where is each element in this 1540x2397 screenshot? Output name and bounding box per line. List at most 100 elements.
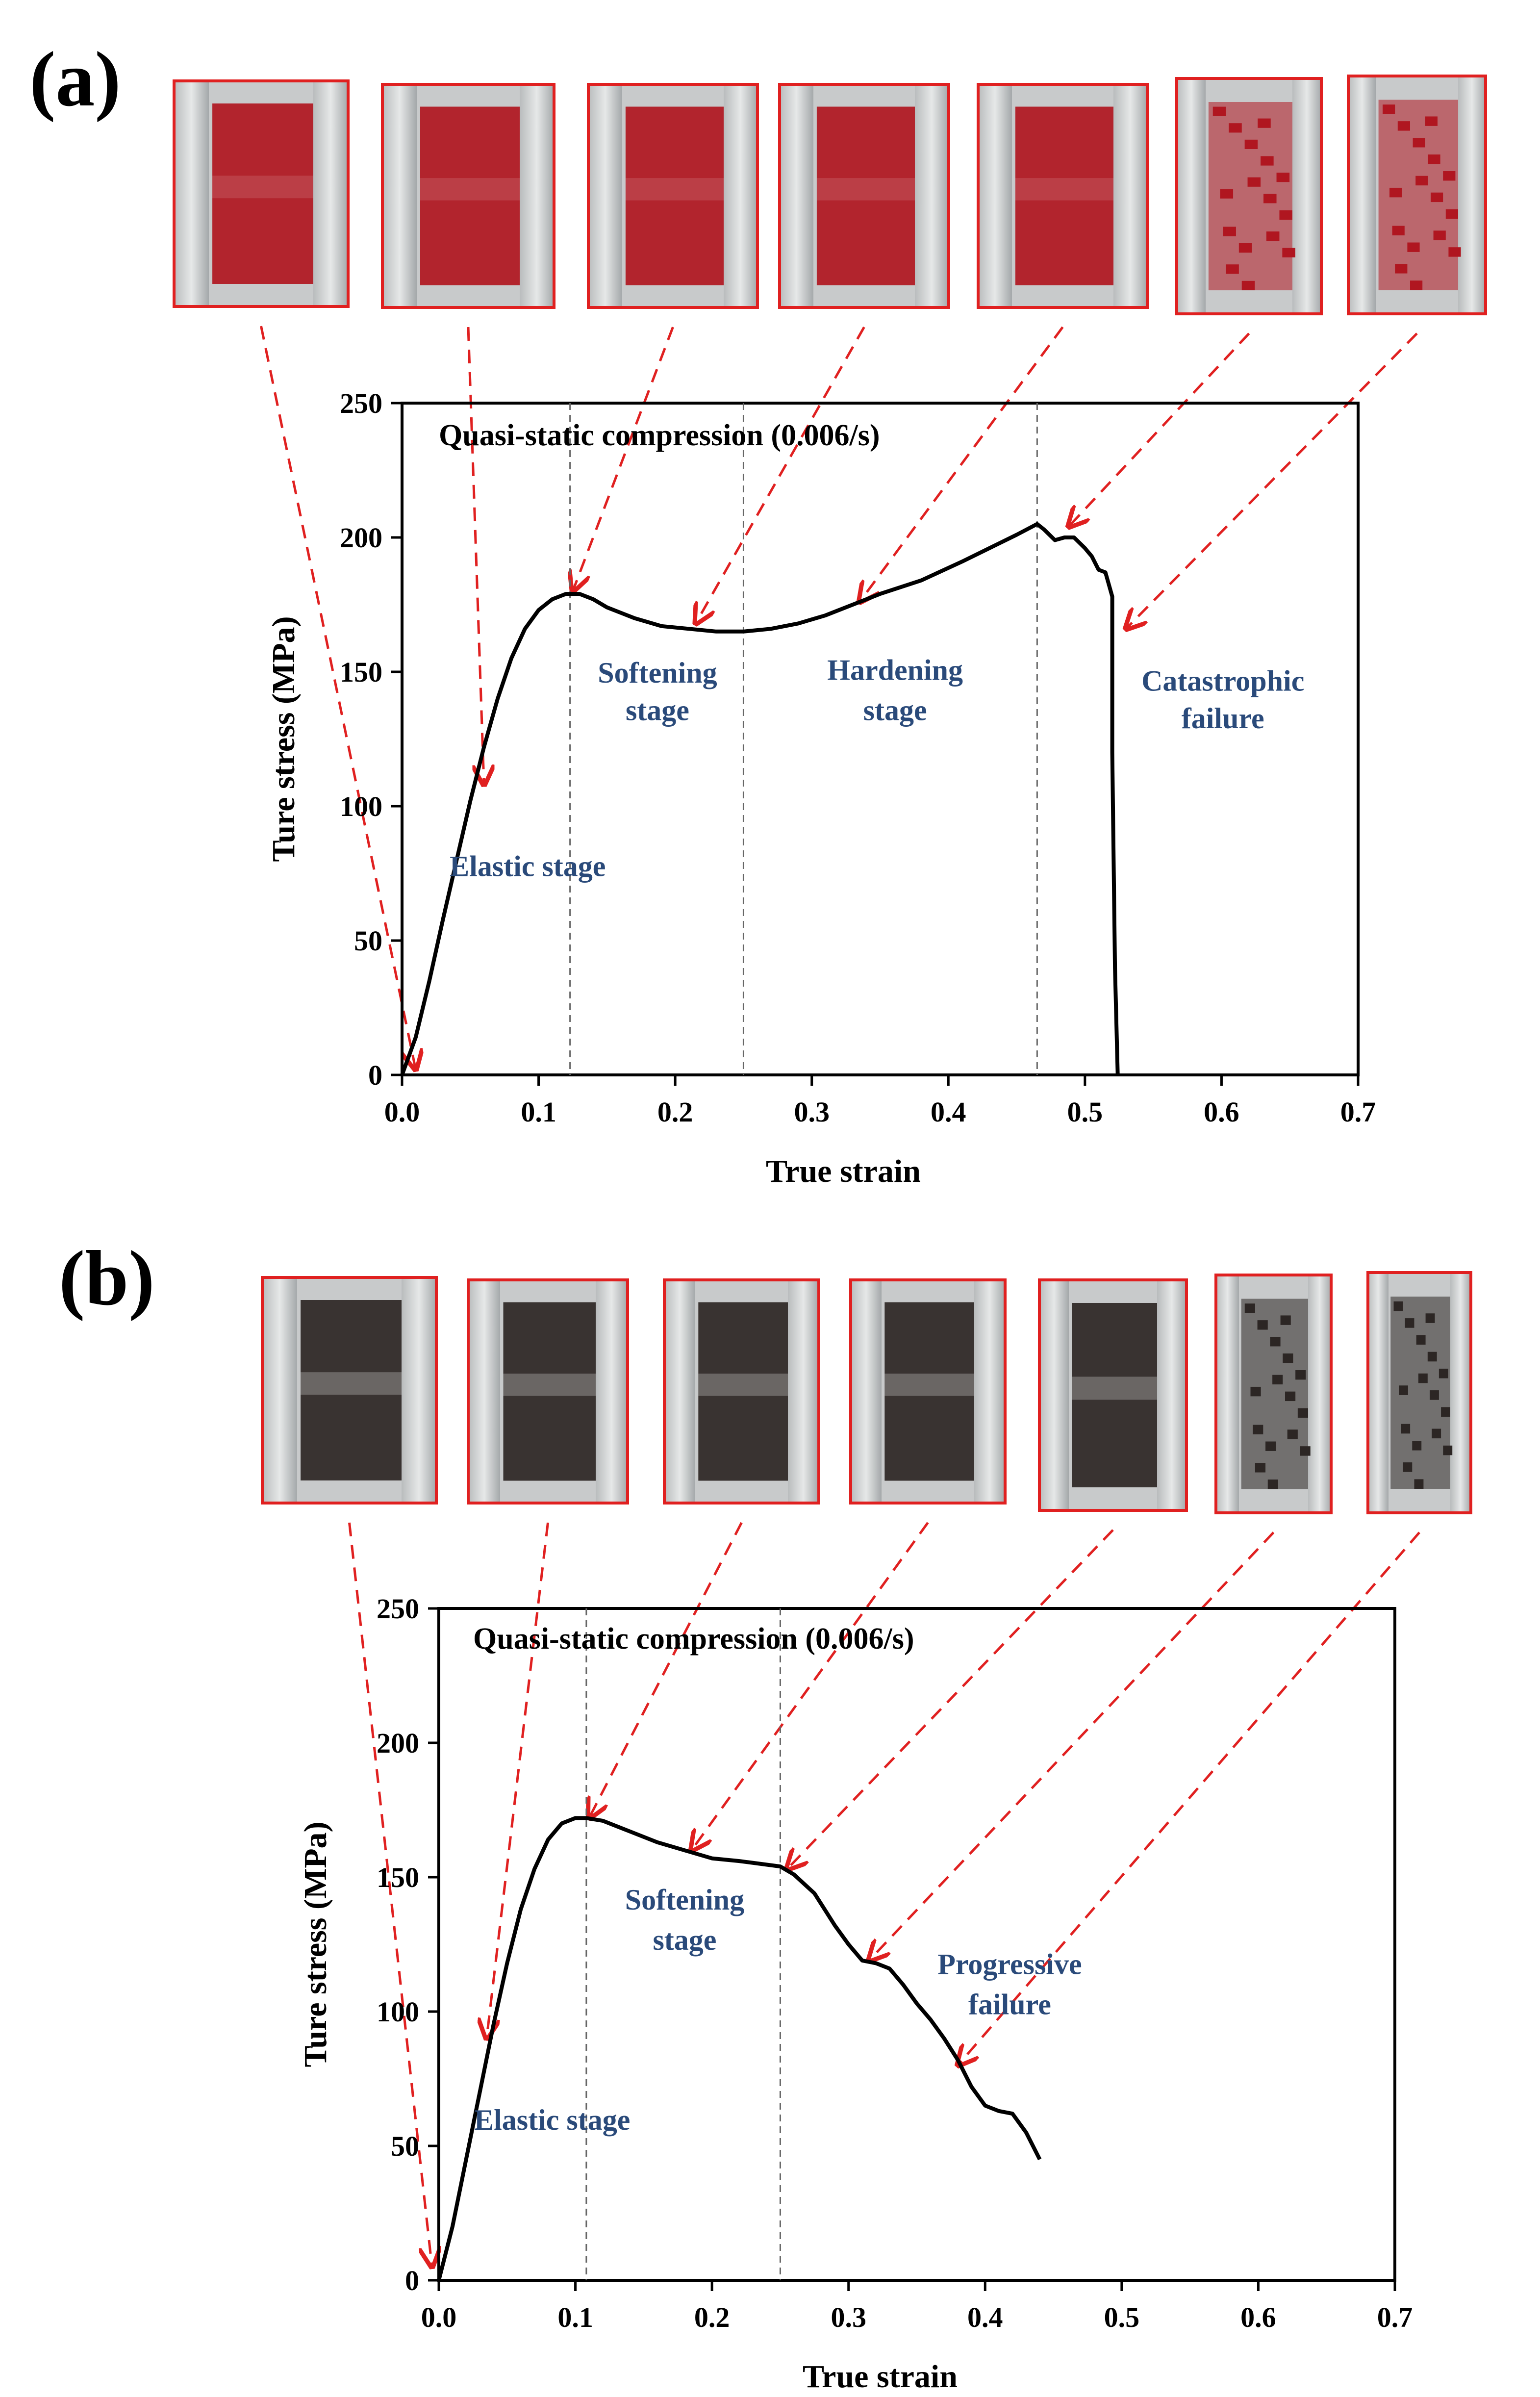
fragment	[1238, 243, 1252, 253]
fragment	[1220, 189, 1234, 199]
stage-label-catastrophic-a: Catastrophic	[1141, 664, 1304, 697]
y-tick-label: 0	[368, 1059, 382, 1091]
callout-arrow	[1068, 332, 1250, 527]
fragment	[1295, 1370, 1306, 1380]
specimen-highlight	[884, 1374, 974, 1396]
fragment	[1282, 248, 1295, 257]
platen-right	[596, 1280, 628, 1503]
fragment	[1267, 1479, 1278, 1489]
stage-label-elastic-b: Elastic stage	[474, 2104, 630, 2136]
callout-arrow	[260, 326, 416, 1070]
callout-arrow	[869, 1531, 1275, 1961]
fragment	[1405, 1318, 1414, 1328]
platen-right	[788, 1280, 819, 1503]
photo-strip-a	[173, 75, 1487, 315]
fragment	[1244, 139, 1258, 149]
fragment	[1279, 210, 1292, 220]
x-ticks-b: 0.0 0.1 0.2 0.3 0.4 0.5 0.6 0.7	[421, 2280, 1413, 2333]
fragment	[1418, 1373, 1428, 1383]
fragment	[1261, 156, 1274, 166]
platen-left	[664, 1280, 695, 1503]
stage-label-softening-stage-b: stage	[653, 1924, 716, 1956]
photo-b-4	[849, 1278, 1007, 1504]
fragment	[1407, 242, 1420, 252]
stage-boundaries-a	[569, 403, 1038, 1075]
photo-a-7	[1347, 75, 1487, 315]
photo-border	[778, 83, 950, 309]
specimen-highlight	[1072, 1377, 1157, 1400]
fragment	[1389, 187, 1402, 198]
fragment	[1297, 1408, 1308, 1418]
photo-border	[1366, 1271, 1472, 1514]
x-tick-label: 0.3	[831, 2301, 866, 2333]
fragment	[1427, 1352, 1437, 1362]
fragment	[1392, 226, 1405, 235]
specimen	[503, 1302, 596, 1481]
specimen	[301, 1300, 402, 1480]
y-tick-label: 50	[391, 2130, 419, 2162]
photo-b-2	[467, 1278, 629, 1504]
specimen	[816, 106, 915, 285]
platen-right	[724, 84, 757, 307]
x-tick-label: 0.4	[931, 1096, 966, 1128]
fragment	[1223, 227, 1236, 236]
platen-right	[1450, 1273, 1471, 1513]
x-tick-label: 0.4	[967, 2301, 1003, 2333]
panel-label-b: (b)	[59, 1234, 155, 1322]
photo-b-6	[1214, 1274, 1333, 1514]
fragment	[1241, 280, 1255, 290]
y-axis-label-a: Ture stress (MPa)	[266, 616, 302, 862]
y-ticks-a: 0 50 100 150 200 250	[340, 387, 402, 1091]
fragment	[1433, 230, 1446, 240]
photo-b-7	[1366, 1271, 1472, 1514]
fragment	[1255, 1463, 1266, 1473]
x-ticks-a: 0.0 0.1 0.2 0.3 0.4 0.5 0.6 0.7	[384, 1075, 1376, 1128]
y-tick-label: 200	[377, 1727, 419, 1759]
specimen	[884, 1302, 974, 1481]
y-tick-label: 100	[377, 1996, 419, 2028]
photo-border	[663, 1278, 820, 1504]
callout-arrow	[691, 1522, 929, 1850]
callout-arrow	[787, 1529, 1114, 1869]
platen-left	[174, 81, 209, 306]
x-tick-label: 0.0	[421, 2301, 457, 2333]
platen-left	[382, 84, 417, 307]
y-tick-label: 200	[340, 522, 382, 554]
platen-left	[1039, 1280, 1069, 1510]
platen-right	[1157, 1280, 1187, 1510]
platen-right	[1292, 78, 1321, 314]
photo-a-2	[381, 83, 555, 309]
platen-left	[468, 1280, 500, 1503]
photo-border	[1038, 1278, 1188, 1512]
fragment	[1283, 1353, 1293, 1363]
photo-a-6	[1175, 77, 1323, 315]
fragment	[1443, 1445, 1453, 1455]
fragment	[1266, 231, 1280, 241]
fragment	[1443, 171, 1456, 181]
fragment	[1263, 194, 1277, 204]
platen-right	[520, 84, 554, 307]
photo-a-4	[778, 83, 950, 309]
photo-border	[1175, 77, 1323, 315]
fragment	[1226, 264, 1239, 274]
stress-strain-curve-b	[437, 1816, 1042, 2281]
photo-border	[1347, 75, 1487, 315]
fragment	[1287, 1429, 1298, 1439]
platen-left	[1368, 1273, 1389, 1513]
fragment	[1253, 1425, 1263, 1434]
x-axis-label-b: True strain	[803, 2359, 958, 2395]
callout-arrow	[348, 1522, 432, 2267]
stage-label-failure-b: failure	[968, 1988, 1051, 2020]
y-tick-label: 0	[405, 2265, 419, 2296]
fragment	[1258, 118, 1271, 128]
y-ticks-b: 0 50 100 150 200 250	[377, 1593, 439, 2296]
fragment	[1257, 1320, 1268, 1330]
y-tick-label: 100	[340, 790, 382, 822]
x-tick-label: 0.3	[794, 1096, 830, 1128]
plot-area-b	[437, 1607, 1396, 2282]
x-tick-label: 0.7	[1340, 1096, 1376, 1128]
photo-border	[261, 1276, 438, 1504]
platen-left	[588, 84, 622, 307]
fragment	[1425, 1313, 1435, 1323]
stress-strain-curve-a	[400, 522, 1120, 1076]
